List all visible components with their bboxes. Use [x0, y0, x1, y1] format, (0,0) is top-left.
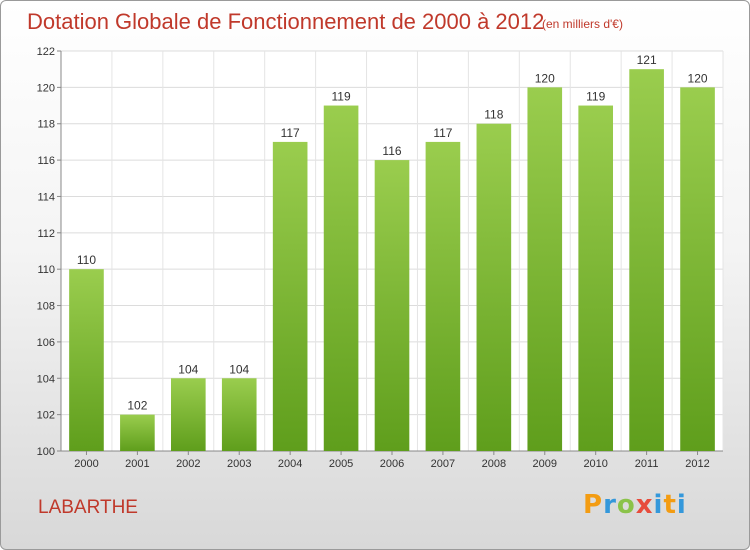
bar-value-label: 117 [281, 126, 300, 140]
x-tick-label: 2002 [176, 458, 200, 470]
x-tick-label: 2012 [685, 458, 709, 470]
y-tick-label: 104 [37, 373, 55, 385]
logo-letter: r [603, 490, 617, 520]
x-tick-label: 2003 [227, 458, 251, 470]
bar-value-label: 117 [433, 126, 452, 140]
x-tick-label: 2011 [635, 458, 659, 470]
bar [527, 87, 563, 451]
y-tick-label: 108 [37, 301, 55, 313]
bar [323, 105, 359, 451]
bar [425, 141, 461, 451]
proxiti-logo[interactable]: Proxiti [583, 490, 687, 520]
chart-title: Dotation Globale de Fonctionnement de 20… [27, 9, 545, 34]
y-tick-label: 106 [37, 337, 55, 349]
bar-value-label: 118 [484, 108, 503, 122]
x-tick-label: 2007 [431, 458, 455, 470]
bar [170, 378, 206, 451]
logo-letter: i [676, 490, 687, 520]
x-tick-label: 2008 [482, 458, 506, 470]
bar-value-label: 121 [637, 53, 657, 67]
y-tick-label: 100 [37, 446, 55, 458]
bar [629, 69, 664, 451]
y-tick-label: 110 [37, 264, 55, 276]
bar [476, 123, 512, 452]
bar [120, 414, 155, 451]
x-tick-label: 2000 [74, 458, 98, 470]
bar-value-label: 116 [382, 144, 401, 158]
bar-value-label: 119 [332, 90, 351, 104]
x-tick-label: 2009 [533, 458, 557, 470]
commune-name: LABARTHE [38, 497, 138, 518]
bar [374, 160, 410, 451]
logo-letter: o [616, 490, 636, 520]
y-tick-label: 116 [37, 155, 55, 167]
y-tick-label: 122 [37, 46, 55, 58]
bar-value-label: 119 [586, 90, 605, 104]
x-tick-label: 2005 [329, 458, 353, 470]
y-tick-label: 112 [37, 228, 55, 240]
y-tick-label: 120 [37, 82, 55, 94]
logo-letter: i [653, 490, 664, 520]
bar [221, 378, 257, 451]
bar-value-label: 104 [178, 362, 198, 376]
chart-unit-subtitle: (en milliers d'€) [542, 17, 623, 31]
bar-value-label: 104 [229, 362, 249, 376]
bar [680, 87, 715, 451]
bar [69, 269, 104, 451]
bar [272, 141, 308, 451]
bar-value-label: 120 [535, 71, 555, 85]
bar-value-label: 110 [77, 253, 96, 267]
bar [578, 105, 614, 451]
x-tick-label: 2001 [125, 458, 149, 470]
bar-value-label: 102 [127, 399, 147, 413]
logo-letter: t [663, 490, 677, 520]
bar-value-label: 120 [688, 71, 708, 85]
y-tick-label: 102 [37, 410, 55, 422]
x-tick-label: 2010 [583, 458, 607, 470]
x-tick-label: 2004 [278, 458, 302, 470]
logo-letter: P [583, 490, 604, 520]
logo-letter: x [635, 490, 654, 520]
y-tick-label: 114 [37, 191, 55, 203]
y-tick-label: 118 [37, 119, 55, 131]
x-tick-label: 2006 [380, 458, 404, 470]
